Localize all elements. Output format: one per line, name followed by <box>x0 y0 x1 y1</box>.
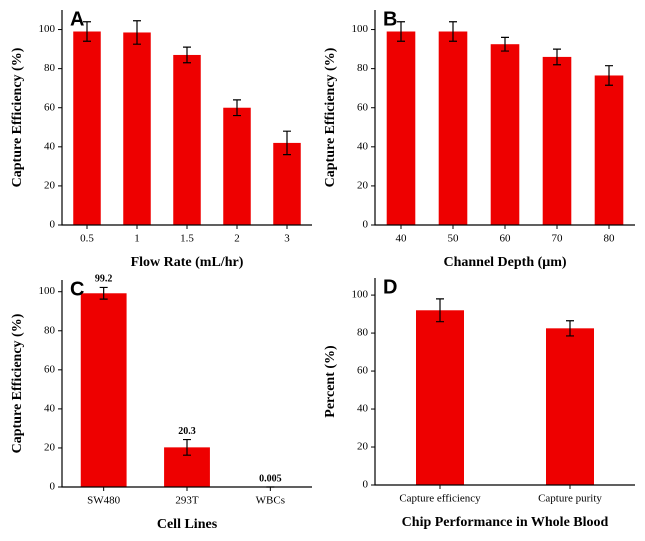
y-tick-label: 20 <box>44 179 56 191</box>
y-tick-label: 0 <box>363 219 369 231</box>
y-axis-title: Capture Efficiency (%) <box>323 47 338 187</box>
error-bar <box>233 99 241 117</box>
x-tick-label: 293T <box>175 495 199 507</box>
y-tick-label: 40 <box>357 140 369 152</box>
error-bar <box>397 21 405 42</box>
bar <box>594 75 624 226</box>
error-bar <box>99 286 108 300</box>
axes <box>374 10 635 226</box>
error-bar <box>183 46 191 64</box>
x-tick-label: 0.5 <box>80 233 94 245</box>
data-label: 0.005 <box>259 473 282 484</box>
x-axis-title: Chip Performance in Whole Blood <box>402 515 609 530</box>
x-axis-title: Cell Lines <box>157 517 218 532</box>
y-tick-label: 60 <box>357 365 369 377</box>
bar <box>80 293 127 487</box>
bar <box>438 31 468 225</box>
error-bar <box>83 21 91 42</box>
x-tick-label: 50 <box>448 233 460 245</box>
x-tick-label: 60 <box>500 233 512 245</box>
axes <box>61 10 312 226</box>
y-tick-label: 80 <box>44 62 56 74</box>
error-bar <box>605 65 613 86</box>
y-axis-title: Capture Efficiency (%) <box>10 313 25 453</box>
y-tick-label: 0 <box>363 479 369 491</box>
bar <box>123 32 151 226</box>
error-bar <box>501 36 509 52</box>
x-tick-label: SW480 <box>87 495 121 507</box>
bar <box>416 310 464 485</box>
bar <box>223 107 251 225</box>
y-tick-label: 60 <box>44 101 56 113</box>
data-label: 20.3 <box>178 426 196 437</box>
y-tick-label: 100 <box>39 285 56 297</box>
y-tick-label: 0 <box>50 219 56 231</box>
error-bar <box>133 20 141 45</box>
y-tick-label: 60 <box>357 101 369 113</box>
error-bar <box>449 21 457 42</box>
x-tick-label: 1 <box>134 233 140 245</box>
y-tick-label: 20 <box>357 441 369 453</box>
panel-label: B <box>383 8 397 30</box>
y-tick-label: 20 <box>357 179 369 191</box>
x-tick-label: 80 <box>604 233 616 245</box>
x-tick-label: 70 <box>552 233 564 245</box>
y-tick-label: 60 <box>44 363 56 375</box>
y-tick-label: 40 <box>357 403 369 415</box>
x-tick-label: Capture purity <box>538 493 602 505</box>
panel-label: C <box>70 278 84 300</box>
y-axis-title: Percent (%) <box>323 345 338 418</box>
y-axis-title: Capture Efficiency (%) <box>10 47 25 187</box>
y-tick-label: 100 <box>352 23 369 35</box>
x-tick-label: 40 <box>396 233 408 245</box>
bar <box>490 44 520 225</box>
bar <box>546 328 594 485</box>
panel-label: A <box>70 8 84 30</box>
x-tick-label: 2 <box>234 233 240 245</box>
y-tick-label: 80 <box>357 62 369 74</box>
y-tick-label: 100 <box>39 23 56 35</box>
x-axis-title: Channel Depth (μm) <box>443 255 566 270</box>
error-bar <box>553 48 561 66</box>
error-bar <box>283 130 291 156</box>
y-tick-label: 40 <box>44 402 56 414</box>
x-tick-label: 3 <box>284 233 290 245</box>
y-tick-label: 100 <box>352 289 369 301</box>
error-bar <box>183 438 191 456</box>
y-tick-label: 80 <box>44 324 56 336</box>
axes <box>61 280 312 488</box>
bar <box>542 56 572 226</box>
data-label: 99.2 <box>95 274 113 285</box>
bar <box>73 31 101 225</box>
x-tick-label: WBCs <box>256 495 285 507</box>
y-tick-label: 20 <box>44 441 56 453</box>
bar <box>173 54 201 225</box>
x-tick-label: Capture efficiency <box>399 493 481 505</box>
x-tick-label: 1.5 <box>180 233 194 245</box>
y-tick-label: 40 <box>44 140 56 152</box>
y-tick-label: 80 <box>357 327 369 339</box>
bar <box>273 142 301 225</box>
error-bar <box>436 298 444 323</box>
bar <box>386 31 416 225</box>
y-tick-label: 0 <box>50 481 56 493</box>
error-bar <box>566 320 574 337</box>
x-axis-title: Flow Rate (mL/hr) <box>131 255 244 270</box>
axes <box>374 278 635 486</box>
panel-label: D <box>383 276 397 298</box>
